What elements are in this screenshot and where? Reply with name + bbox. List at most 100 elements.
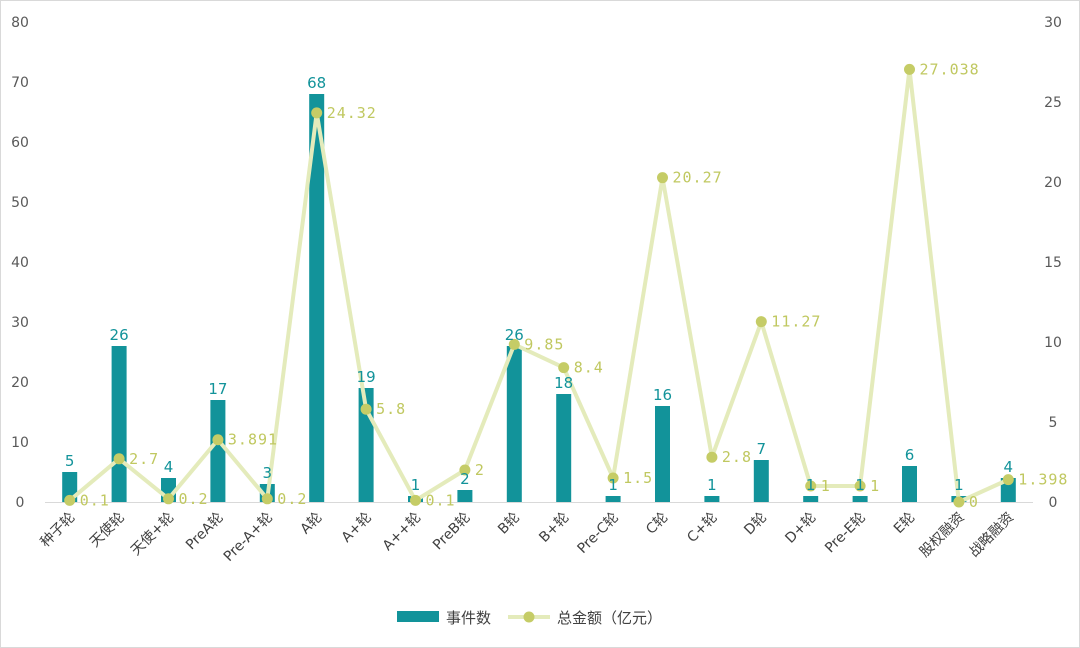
- amount-point-种子轮: [64, 494, 76, 506]
- amount-label-D轮: 11.27: [771, 313, 821, 331]
- amount-line: [68, 67, 1010, 504]
- category-label-D+轮: D+轮: [782, 510, 819, 547]
- category-label-A+轮: A+轮: [339, 510, 375, 546]
- bar-label-PreB轮: 2: [460, 470, 470, 488]
- bar-label-A++轮: 1: [411, 476, 421, 494]
- bar-label-Pre-C轮: 1: [608, 476, 618, 494]
- right-axis-tick-15: 15: [1044, 255, 1062, 271]
- left-axis-tick-30: 30: [11, 315, 29, 331]
- bar-label-C轮: 16: [653, 386, 672, 404]
- amount-label-Pre-A+轮: 0.2: [277, 490, 307, 508]
- bar-PreB轮: [457, 490, 473, 502]
- bar-战略融资: [1000, 478, 1016, 502]
- bar-种子轮: [62, 472, 78, 502]
- bar-label-E轮: 6: [905, 446, 915, 464]
- amount-point-B+轮: [558, 362, 570, 374]
- category-label-B轮: B轮: [495, 510, 523, 538]
- amount-label-PreB轮: 2: [475, 461, 485, 479]
- category-label-天使+轮: 天使+轮: [127, 509, 177, 559]
- bar-A轮: [309, 94, 325, 502]
- amount-point-D轮: [755, 316, 767, 328]
- category-label-PreA轮: PreA轮: [183, 510, 227, 554]
- bar-label-D轮: 7: [757, 440, 767, 458]
- amount-point-战略融资: [1002, 474, 1014, 486]
- bar-label-PreA轮: 17: [208, 380, 227, 398]
- category-label-C+轮: C+轮: [684, 510, 720, 546]
- amount-point-PreB轮: [459, 464, 471, 476]
- category-label-C轮: C轮: [643, 510, 671, 538]
- bar-B轮: [506, 346, 522, 502]
- amount-label-C+轮: 2.8: [722, 448, 752, 466]
- bar-PreA轮: [210, 400, 226, 502]
- bar-label-B轮: 26: [505, 326, 524, 344]
- legend-label-count: 事件数: [446, 609, 491, 627]
- amount-label-战略融资: 1.398: [1018, 471, 1068, 489]
- bar-E轮: [902, 466, 917, 502]
- amount-label-PreA轮: 3.891: [228, 431, 278, 449]
- bar-label-种子轮: 5: [65, 452, 75, 470]
- amount-point-A++轮: [410, 494, 421, 506]
- left-axis-tick-0: 0: [16, 495, 25, 511]
- category-label-PreB轮: PreB轮: [430, 510, 474, 554]
- amount-label-B+轮: 8.4: [574, 359, 604, 377]
- category-label-股权融资: 股权融资: [917, 510, 968, 561]
- amount-label-C轮: 20.27: [673, 169, 723, 187]
- bar-Pre-C轮: [605, 496, 621, 502]
- bar-label-股权融资: 1: [954, 476, 964, 494]
- amount-label-A++轮: 0.1: [426, 491, 456, 509]
- bar-天使轮: [111, 346, 127, 502]
- amount-point-天使轮: [113, 453, 125, 465]
- bar-D+轮: [803, 496, 819, 502]
- amount-point-Pre-A+轮: [261, 493, 273, 505]
- bar-label-天使+轮: 4: [164, 458, 174, 476]
- left-axis-tick-20: 20: [11, 375, 29, 391]
- amount-label-A+轮: 5.8: [376, 400, 406, 418]
- right-axis-tick-20: 20: [1044, 175, 1062, 191]
- category-label-D轮: D轮: [741, 510, 770, 539]
- category-label-Pre-A+轮: Pre-A+轮: [221, 510, 276, 565]
- amount-point-Pre-E轮: [854, 480, 866, 492]
- category-label-A++轮: A++轮: [380, 510, 425, 555]
- amount-point-C轮: [657, 172, 668, 184]
- bar-label-A轮: 68: [307, 74, 326, 92]
- bar-label-Pre-A+轮: 3: [263, 464, 273, 482]
- amount-point-股权融资: [953, 496, 965, 508]
- left-axis-tick-80: 80: [11, 15, 29, 31]
- amount-label-D+轮: 1: [821, 477, 831, 495]
- category-label-天使轮: 天使轮: [86, 509, 128, 551]
- bar-label-B+轮: 18: [554, 374, 573, 392]
- amount-point-A轮: [311, 107, 323, 119]
- amount-point-B轮: [508, 338, 520, 350]
- amount-label-天使轮: 2.7: [129, 450, 159, 468]
- right-axis-tick-5: 5: [1049, 415, 1058, 431]
- bar-Pre-E轮: [852, 496, 868, 502]
- amount-label-Pre-E轮: 1: [870, 477, 880, 495]
- amount-label-天使+轮: 0.2: [179, 490, 209, 508]
- left-axis-tick-40: 40: [11, 255, 29, 271]
- legend-bar-swatch: [397, 611, 439, 622]
- amount-point-Pre-C轮: [607, 472, 619, 484]
- bar-B+轮: [556, 394, 572, 502]
- amount-point-A+轮: [360, 403, 372, 415]
- amount-point-天使+轮: [163, 493, 174, 505]
- right-axis-tick-0: 0: [1049, 495, 1058, 511]
- amount-point-C+轮: [706, 451, 718, 463]
- amount-label-B轮: 9.85: [524, 335, 564, 353]
- bar-label-天使轮: 26: [110, 326, 129, 344]
- bar-C轮: [655, 406, 670, 502]
- left-axis-tick-50: 50: [11, 195, 29, 211]
- bar-label-战略融资: 4: [1004, 458, 1014, 476]
- amount-label-种子轮: 0.1: [80, 491, 110, 509]
- category-label-Pre-E轮: Pre-E轮: [822, 510, 869, 557]
- bar-label-D+轮: 1: [806, 476, 816, 494]
- legend-label-amount: 总金额（亿元）: [557, 609, 662, 627]
- amount-label-A轮: 24.32: [327, 104, 377, 122]
- category-label-B+轮: B+轮: [536, 510, 572, 546]
- amount-label-Pre-C轮: 1.5: [623, 469, 653, 487]
- bar-C+轮: [704, 496, 720, 502]
- right-axis-tick-25: 25: [1044, 95, 1062, 111]
- amount-label-股权融资: 0: [969, 493, 979, 511]
- bar-label-C+轮: 1: [707, 476, 717, 494]
